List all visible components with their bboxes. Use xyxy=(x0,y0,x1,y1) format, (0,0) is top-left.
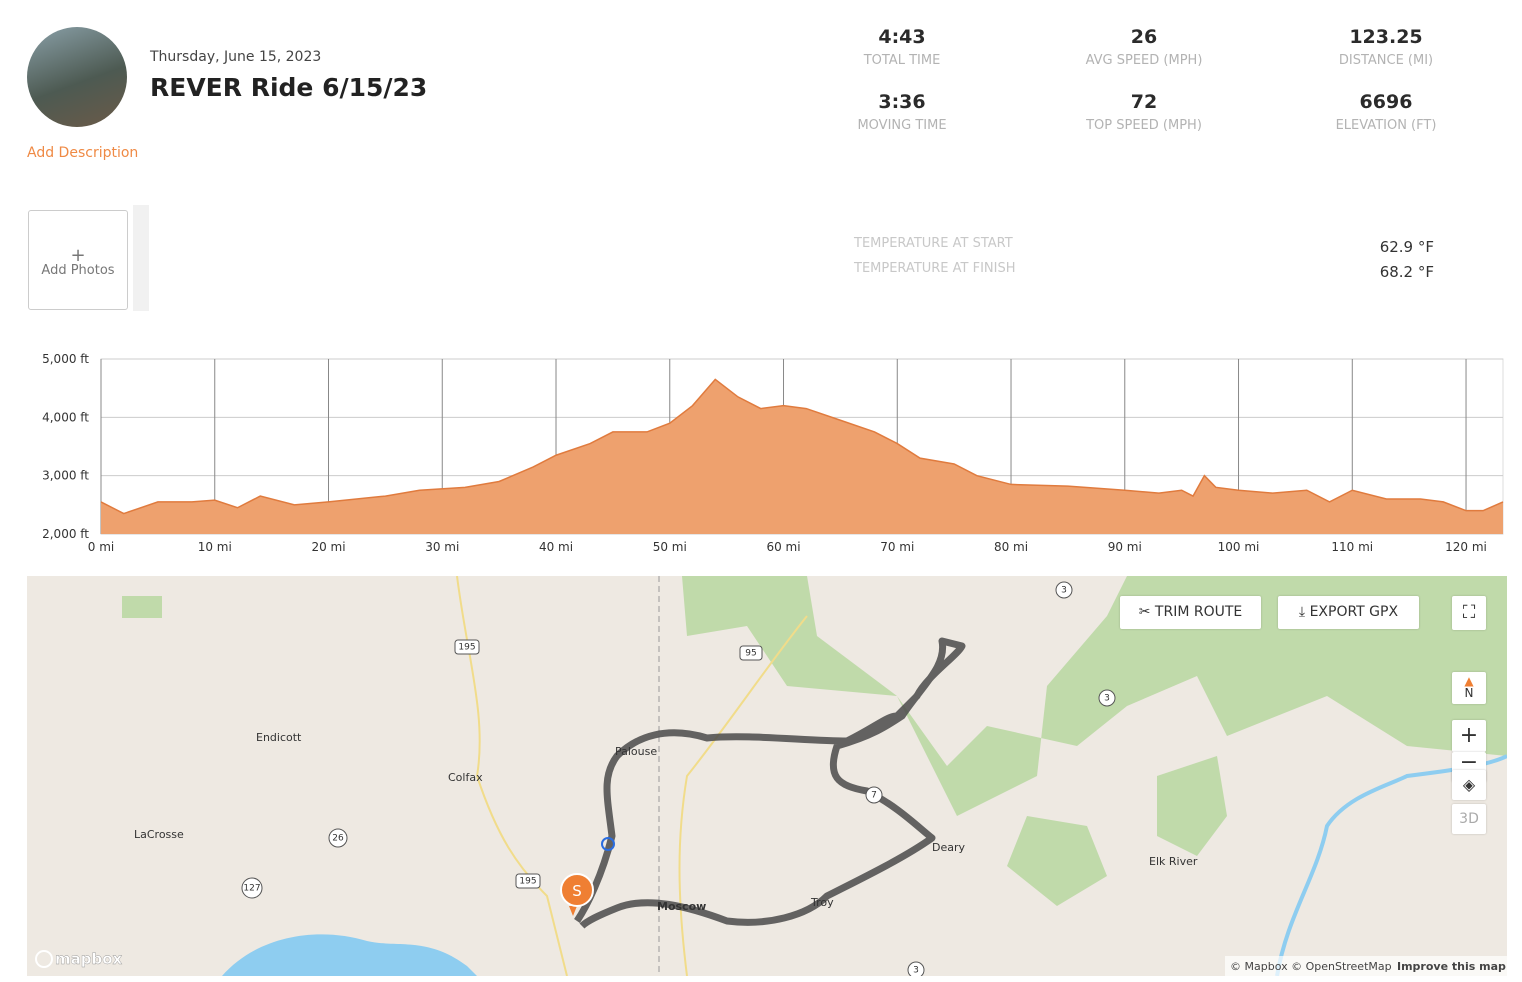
scrollbar[interactable] xyxy=(133,205,149,311)
elevation-line xyxy=(100,378,1504,515)
temp-label: TEMPERATURE AT FINISH xyxy=(854,261,1016,276)
layers-button[interactable]: ◈ xyxy=(1452,770,1486,800)
end-marker xyxy=(601,837,615,851)
shield-label: 26 xyxy=(332,834,344,844)
elevation-area xyxy=(101,379,1503,534)
x-tick-label: 20 mi xyxy=(311,540,345,554)
fullscreen-button[interactable]: ⛶ xyxy=(1452,596,1486,630)
shield-label: 95 xyxy=(745,649,756,659)
x-tick-label: 80 mi xyxy=(994,540,1028,554)
place-label: Troy xyxy=(810,896,834,909)
stat-label: TOP SPEED (MPH) xyxy=(1086,118,1202,133)
button-label: TRIM ROUTE xyxy=(1154,604,1243,620)
forest xyxy=(682,576,1507,816)
shield xyxy=(739,645,763,661)
x-tick-label: 120 mi xyxy=(1445,540,1487,554)
shield-label: 127 xyxy=(243,884,260,894)
x-tick-label: 50 mi xyxy=(653,540,687,554)
shield xyxy=(1098,689,1116,707)
stat-value: 6696 xyxy=(1359,91,1413,113)
temp-value: 68.2 °F xyxy=(1379,263,1434,281)
x-tick-label: 60 mi xyxy=(766,540,800,554)
shield xyxy=(865,786,883,804)
x-tick-label: 0 mi xyxy=(88,540,114,554)
stat-value: 3:36 xyxy=(878,91,926,113)
x-tick-label: 10 mi xyxy=(198,540,232,554)
temp-value: 62.9 °F xyxy=(1379,238,1434,256)
elevation-chart: 2,000 ft 3,000 ft 4,000 ft 5,000 ft 0 mi 10 m… xyxy=(42,352,1504,554)
shield-label: 3 xyxy=(913,966,919,976)
3d-button[interactable]: 3D xyxy=(1452,804,1486,834)
shield xyxy=(1055,581,1073,599)
button-label: EXPORT GPX xyxy=(1309,604,1399,620)
shield-label: 7 xyxy=(871,791,877,801)
shield-label: 195 xyxy=(519,877,536,887)
river xyxy=(222,934,477,976)
add-description[interactable]: Add Description xyxy=(27,145,139,161)
y-tick-label: 5,000 ft xyxy=(42,352,89,366)
place-label: Palouse xyxy=(615,745,657,758)
road-shields: 195 95 3 3 26 127 195 7 3 xyxy=(241,581,1116,976)
x-tick-label: 110 mi xyxy=(1331,540,1373,554)
temp-label: TEMPERATURE AT START xyxy=(854,236,1013,251)
compass-arrow: ▲ xyxy=(1464,674,1474,688)
x-tick-label: 40 mi xyxy=(539,540,573,554)
trim-route-button[interactable]: ✂ TRIM ROUTE xyxy=(1120,596,1261,629)
shield-label: 3 xyxy=(1104,694,1110,704)
stat-value: 123.25 xyxy=(1349,26,1423,48)
stat-label: DISTANCE (MI) xyxy=(1338,53,1434,68)
stat-value: 72 xyxy=(1130,91,1158,113)
shield xyxy=(907,961,925,976)
shield xyxy=(328,828,348,848)
stat-label: AVG SPEED (MPH) xyxy=(1085,53,1203,68)
attribution[interactable]: © Mapbox © OpenStreetMap xyxy=(1230,960,1392,973)
compass-button[interactable]: ▲ N xyxy=(1452,672,1486,704)
ride-date: Thursday, June 15, 2023 xyxy=(150,49,322,65)
mapbox-icon xyxy=(35,950,53,968)
place-label: LaCrosse xyxy=(134,828,184,841)
ride-title: REVER Ride 6/15/23 xyxy=(150,73,428,102)
x-tick-label: 70 mi xyxy=(880,540,914,554)
y-tick-label: 2,000 ft xyxy=(42,527,89,541)
add-photos-label: Add Photos xyxy=(41,263,115,278)
export-gpx-button[interactable]: ⤓ EXPORT GPX xyxy=(1278,596,1419,629)
shield-label: 195 xyxy=(458,643,475,653)
stat-label: MOVING TIME xyxy=(857,118,947,133)
y-tick-label: 4,000 ft xyxy=(42,410,89,424)
shield xyxy=(454,639,480,655)
stat-label: ELEVATION (FT) xyxy=(1335,118,1437,133)
place-label: Colfax xyxy=(448,771,483,784)
shield-label: 3 xyxy=(1061,586,1067,596)
x-tick-label: 90 mi xyxy=(1108,540,1142,554)
shield xyxy=(241,877,263,899)
start-pin xyxy=(569,906,577,916)
stat-value: 4:43 xyxy=(878,26,926,48)
x-tick-label: 30 mi xyxy=(425,540,459,554)
compass-label: N xyxy=(1464,686,1474,700)
place-label: Endicott xyxy=(256,731,302,744)
place-label: Deary xyxy=(932,841,966,854)
y-tick-label: 3,000 ft xyxy=(42,469,89,483)
place-label: Moscow xyxy=(657,900,706,913)
improve-map[interactable]: Improve this map xyxy=(1397,960,1506,973)
zoom-in[interactable]: + xyxy=(1452,720,1486,752)
mapbox-logo[interactable]: mapbox xyxy=(55,950,123,968)
add-photos[interactable]: + Add Photos xyxy=(28,210,128,310)
start-label: S xyxy=(572,882,582,900)
x-tick-label: 100 mi xyxy=(1218,540,1260,554)
place-label: Elk River xyxy=(1149,855,1198,868)
shield xyxy=(515,873,541,889)
attribution-bg xyxy=(1225,956,1507,976)
avatar[interactable] xyxy=(27,27,127,127)
route xyxy=(574,637,966,929)
map[interactable]: S Endicott Colfax LaCrosse Palouse Mosco… xyxy=(27,576,1507,976)
stat-label: TOTAL TIME xyxy=(863,53,941,68)
start-marker[interactable] xyxy=(560,873,594,907)
plus-icon: + xyxy=(70,245,86,266)
stat-value: 26 xyxy=(1130,26,1158,48)
